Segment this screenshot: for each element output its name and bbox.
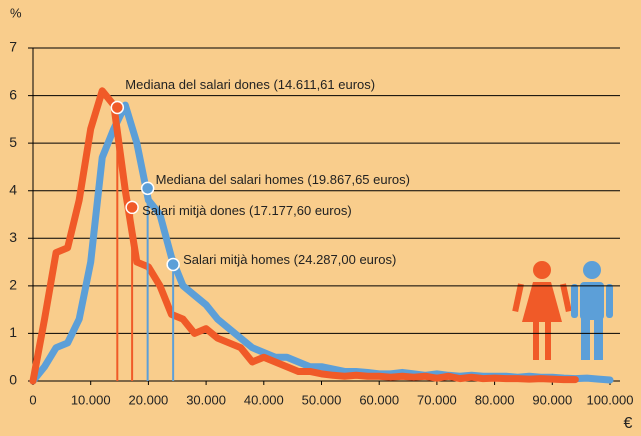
x-axis-label: € (624, 415, 633, 432)
annotation: Salari mitjà homes (24.287,00 euros) (183, 252, 396, 267)
x-tick-label: 100.000 (587, 392, 634, 407)
marker (140, 181, 155, 196)
y-tick-label: 4 (9, 181, 17, 197)
y-tick-label: 3 (9, 229, 17, 245)
x-tick-label: 10.000 (71, 392, 111, 407)
annotation: Mediana del salari dones (14.611,61 euro… (125, 77, 375, 92)
y-tick-label: 0 (9, 372, 17, 388)
woman-icon (512, 261, 572, 360)
x-tick-label: 20.000 (129, 392, 169, 407)
x-tick-label: 0 (29, 392, 36, 407)
x-tick-label: 70.000 (417, 392, 457, 407)
x-tick-label: 30.000 (186, 392, 226, 407)
y-tick-label: 5 (9, 134, 17, 150)
y-tick-label: 1 (9, 324, 17, 340)
marker (166, 257, 180, 272)
x-tick-label: 60.000 (359, 392, 399, 407)
x-tick-label: 40.000 (244, 392, 284, 407)
marker (110, 100, 125, 115)
y-tick-label: 6 (9, 86, 17, 102)
x-tick-label: 50.000 (302, 392, 342, 407)
man-icon (571, 261, 613, 360)
y-tick-label: 2 (9, 277, 17, 293)
x-tick-label: 80.000 (475, 392, 515, 407)
series-line (29, 87, 579, 385)
y-axis-label: % (10, 5, 22, 20)
x-tick-label: 90.000 (532, 392, 572, 407)
annotation: Salari mitjà dones (17.177,60 euros) (142, 203, 352, 218)
y-tick-label: 7 (9, 39, 17, 55)
annotation: Mediana del salari homes (19.867,65 euro… (156, 172, 410, 187)
marker (125, 200, 139, 215)
